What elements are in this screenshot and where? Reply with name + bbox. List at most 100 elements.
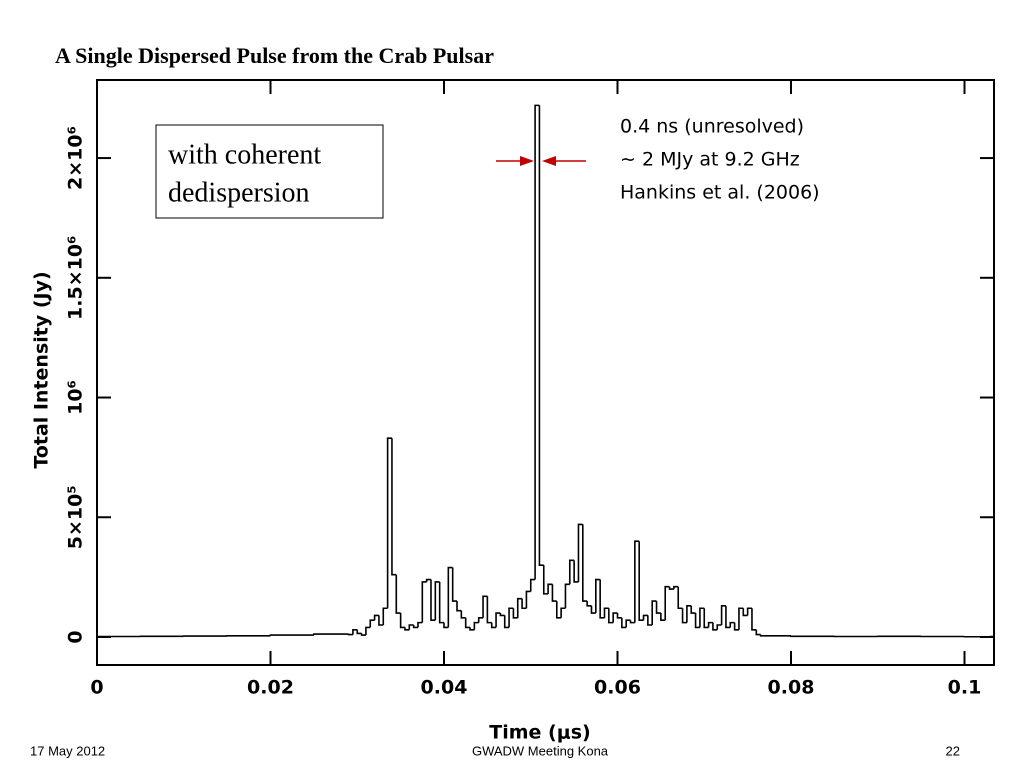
step-segment: [729, 621, 735, 628]
step-segment: [365, 626, 371, 636]
step-segment: [655, 601, 661, 614]
box-text: dedispersion: [168, 177, 310, 208]
step-segment: [464, 617, 471, 629]
step-segment: [616, 613, 622, 619]
step-segment: [378, 615, 384, 626]
step-segment: [608, 608, 614, 624]
step-segment: [477, 617, 484, 623]
step-segment: [404, 627, 410, 631]
step-segment: [469, 627, 475, 631]
step-segment: [430, 579, 436, 622]
step-segment: [447, 566, 453, 628]
step-segment: [621, 617, 627, 629]
step-segment: [677, 586, 683, 610]
step-segment: [568, 559, 575, 585]
step-segment: [529, 578, 536, 592]
step-segment: [356, 629, 362, 635]
step-segment: [538, 105, 544, 566]
step-segment: [482, 595, 488, 618]
annotation-box: [155, 124, 384, 219]
plot-frame: [96, 79, 995, 666]
step-segment: [382, 607, 388, 626]
step-segment: [516, 597, 523, 618]
step-segment: [742, 608, 748, 617]
step-segment: [564, 583, 570, 609]
step-segment: [716, 624, 722, 630]
step-segment: [629, 620, 635, 624]
step-segment: [647, 615, 653, 626]
x-tick-label: 0.08: [768, 677, 815, 699]
y-tick-label: 1.5×10⁶: [65, 236, 87, 320]
width-arrows: [496, 156, 586, 166]
step-segment: [534, 104, 540, 580]
step-segment: [681, 608, 687, 624]
step-segment: [673, 585, 679, 590]
step-segment: [352, 628, 358, 635]
step-segment: [555, 601, 562, 619]
step-segment: [595, 578, 601, 614]
step-segment: [486, 596, 492, 624]
step-segment: [707, 621, 713, 628]
step-segment: [425, 578, 431, 582]
y-tick-label: 5×10⁵: [65, 485, 87, 549]
step-segment: [456, 601, 462, 612]
step-segment: [638, 541, 644, 622]
step-segment: [360, 633, 366, 636]
annotation: Hankins et al. (2006): [620, 182, 820, 204]
step-segment: [313, 633, 349, 636]
step-segment: [686, 605, 692, 623]
step-segment: [660, 613, 666, 622]
footer-event: GWADW Meeting Kona: [472, 743, 609, 758]
step-segment: [508, 607, 514, 628]
step-segment: [373, 614, 379, 621]
step-segment: [582, 524, 588, 602]
step-segment: [738, 607, 744, 630]
x-tick-label: 0.1: [948, 677, 982, 699]
x-tick-label: 0: [90, 677, 103, 699]
x-axis-label: Time (μs): [489, 722, 590, 744]
step-segment: [391, 438, 397, 576]
step-segment: [421, 581, 427, 623]
step-segment: [369, 619, 375, 628]
step-segment: [525, 590, 531, 609]
y-tick-label: 2×10⁶: [65, 126, 87, 190]
step-segment: [590, 605, 596, 614]
step-segment: [586, 601, 592, 607]
step-segment: [690, 605, 696, 614]
step-segment: [694, 613, 700, 629]
step-segment: [625, 619, 631, 628]
step-segment: [408, 624, 414, 630]
step-segment: [417, 621, 423, 628]
step-segment: [399, 613, 405, 629]
annotation: 0.4 ns (unresolved): [620, 116, 804, 138]
y-tick-label: 10⁶: [65, 380, 87, 415]
step-segment: [759, 634, 792, 637]
step-segment: [712, 622, 718, 631]
step-segment: [269, 634, 314, 636]
step-segment: [751, 608, 757, 631]
step-segment: [634, 540, 640, 623]
step-segment: [699, 607, 705, 628]
step-segment: [473, 621, 479, 630]
step-segment: [668, 586, 674, 590]
step-segment: [443, 622, 449, 629]
step-segment: [499, 613, 505, 617]
step-segment: [651, 600, 657, 626]
box-text: with coherent: [168, 139, 321, 170]
step-segment: [495, 612, 501, 628]
step-segment: [642, 614, 648, 621]
step-segment: [725, 605, 731, 629]
step-segment: [521, 598, 527, 610]
step-segment: [386, 437, 392, 609]
annotation: ∼ 2 MJy at 9.2 GHz: [620, 149, 800, 171]
step-segment: [733, 622, 739, 631]
step-segment: [755, 629, 761, 636]
y-tick-label: 0: [65, 630, 87, 643]
step-segment: [460, 610, 466, 619]
x-tick-label: 0.02: [247, 677, 294, 699]
step-segment: [577, 523, 583, 582]
chart-title: A Single Dispersed Pulse from the Crab P…: [55, 43, 494, 68]
step-segment: [503, 615, 510, 629]
step-segment: [560, 607, 566, 618]
